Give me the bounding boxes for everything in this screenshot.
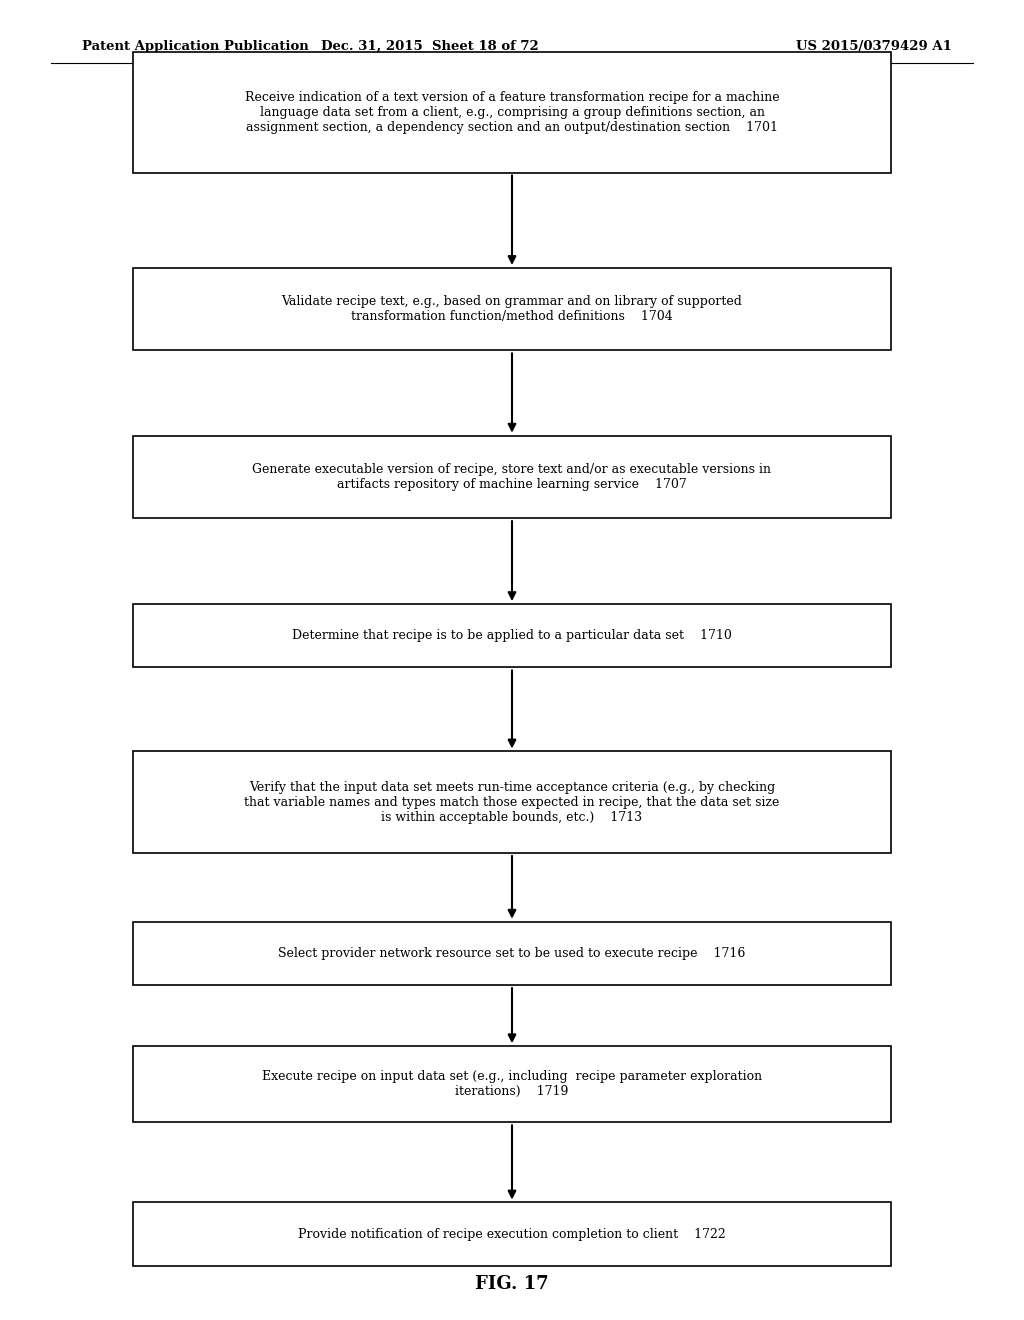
Bar [133,268,891,350]
Text: Determine that recipe is to be applied to a particular data set    1710: Determine that recipe is to be applied t… [292,630,732,643]
Text: Receive indication of a text version of a feature transformation recipe for a ma: Receive indication of a text version of … [245,91,779,133]
Text: US 2015/0379429 A1: US 2015/0379429 A1 [797,40,952,53]
Bar [133,605,891,668]
Text: Generate executable version of recipe, store text and/or as executable versions : Generate executable version of recipe, s… [253,463,771,491]
Text: Validate recipe text, e.g., based on grammar and on library of supported
transfo: Validate recipe text, e.g., based on gra… [282,296,742,323]
Text: FIG. 17: FIG. 17 [475,1275,549,1294]
Bar [133,51,891,173]
Bar [133,1203,891,1266]
Text: Execute recipe on input data set (e.g., including  recipe parameter exploration
: Execute recipe on input data set (e.g., … [262,1071,762,1098]
Text: Patent Application Publication: Patent Application Publication [82,40,308,53]
Bar [133,1047,891,1122]
Text: Dec. 31, 2015  Sheet 18 of 72: Dec. 31, 2015 Sheet 18 of 72 [322,40,539,53]
Bar [133,751,891,853]
Bar [133,436,891,519]
Bar [133,921,891,985]
Text: Verify that the input data set meets run-time acceptance criteria (e.g., by chec: Verify that the input data set meets run… [245,780,779,824]
Text: Provide notification of recipe execution completion to client    1722: Provide notification of recipe execution… [298,1228,726,1241]
Text: Select provider network resource set to be used to execute recipe    1716: Select provider network resource set to … [279,946,745,960]
